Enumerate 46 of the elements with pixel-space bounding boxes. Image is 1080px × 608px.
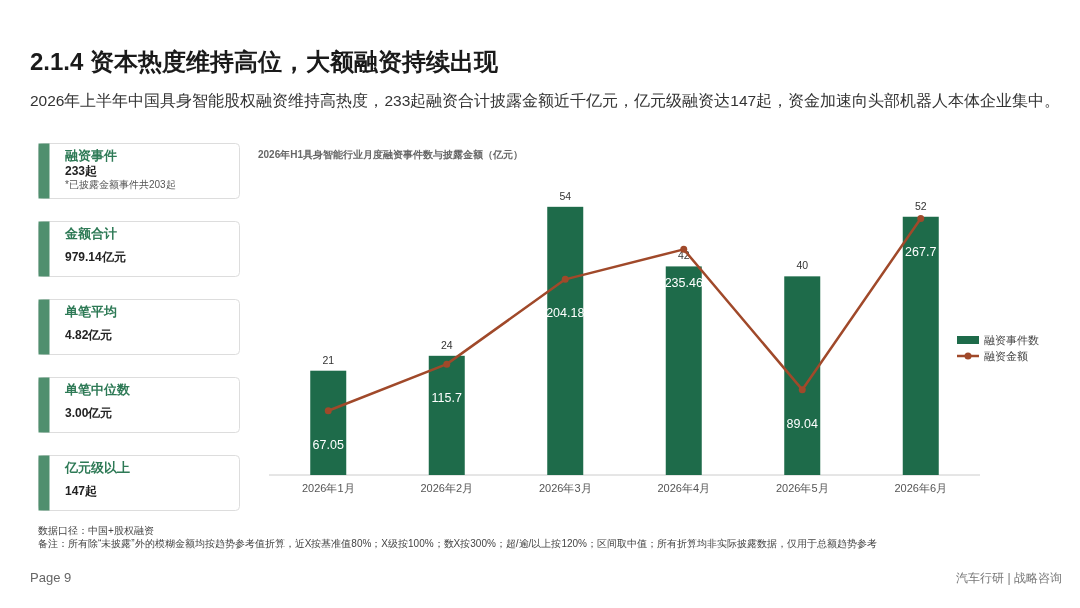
text: 4.82亿元 <box>65 328 113 342</box>
text: 备注：所有除“未披露”外的模糊金额均按趋势参考值折算，近X按基准值80%；X级按100%；数X按300%；超/逾/以上按120%；区间取中值；所有折算均非实际披露数据，仅用于总额趋势参考 <box>38 538 877 549</box>
bar <box>902 216 939 475</box>
chart-title: 2026年H1具身智能行业月度融资事件数与披露金额（亿元） <box>258 149 524 160</box>
point <box>561 275 569 283</box>
text: 233起 <box>65 164 98 178</box>
point <box>324 407 332 415</box>
x-tick-label: 2026年1月 <box>301 482 355 494</box>
data-label: 89.04 <box>786 416 818 431</box>
data-label: 24 <box>440 338 453 351</box>
text: 979.14亿元 <box>65 250 126 264</box>
text: 147起 <box>65 484 98 498</box>
bar <box>310 370 347 475</box>
data-label: 21 <box>322 353 335 366</box>
text: Page 9 <box>30 570 72 585</box>
text: 2026年上半年中国具身智能股权融资维持高热度，233起融资合计披露金额近千亿元，亿元级融资达147起，资金加速向头部机器人本体企业集中。 <box>30 92 1061 109</box>
text: 数据口径：中国+股权融资 <box>38 525 154 536</box>
legend-label: 融资事件数 <box>984 334 1039 346</box>
text: *已披露金额事件共203起 <box>65 178 176 190</box>
x-tick-label: 2026年4月 <box>657 482 711 494</box>
data-label: 40 <box>796 259 809 272</box>
x-tick-label: 2026年5月 <box>775 482 829 494</box>
text: 汽车行研 | 战略咨询 <box>956 571 1062 585</box>
x-tick-label: 2026年2月 <box>420 482 474 494</box>
data-label: 52 <box>914 199 927 212</box>
bar <box>665 266 702 475</box>
point <box>917 214 925 222</box>
text: 2.1.4 资本热度维持高位，大额融资持续出现 <box>30 48 500 75</box>
data-label: 115.7 <box>431 391 462 406</box>
data-label: 267.7 <box>905 245 937 260</box>
text: 金额合计 <box>64 226 117 241</box>
legend-label: 融资金额 <box>984 350 1028 362</box>
text: 单笔平均 <box>64 304 117 319</box>
data-label: 54 <box>559 189 572 202</box>
bar <box>784 276 821 475</box>
bar <box>428 355 465 475</box>
text: 亿元级以上 <box>64 460 130 475</box>
point <box>798 386 806 394</box>
point <box>443 360 451 368</box>
text: 单笔中位数 <box>64 382 131 397</box>
text: 融资事件 <box>65 148 117 163</box>
x-tick-label: 2026年3月 <box>538 482 592 494</box>
data-label: 67.05 <box>312 437 344 452</box>
bar <box>547 206 584 475</box>
text: 3.00亿元 <box>65 406 113 420</box>
x-tick-label: 2026年6月 <box>894 482 948 494</box>
